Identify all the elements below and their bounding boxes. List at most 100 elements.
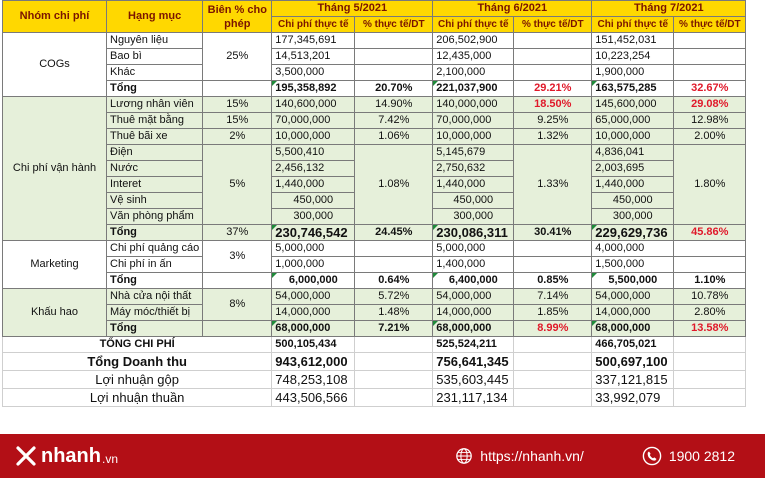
total-pct: 1.10%	[673, 272, 747, 289]
summary-value: 756,641,345	[432, 352, 515, 371]
phone-icon	[642, 446, 662, 466]
item-label: Bao bì	[105, 48, 204, 65]
value-cell: 54,000,000	[432, 288, 515, 305]
total-pct: 8.99%	[513, 320, 593, 337]
item-label: Điện	[105, 144, 204, 161]
header-actual: Chi phí thực tế	[591, 16, 675, 33]
summary-value: 525,524,211	[432, 336, 515, 353]
value-cell: 1,000,000	[271, 256, 356, 273]
summary-value: 748,253,108	[271, 370, 356, 389]
pct-cell: 2.80%	[673, 304, 747, 321]
margin-cell: 25%	[202, 32, 273, 81]
value-cell: 450,000	[432, 192, 515, 209]
value-cell: 2,003,695	[591, 160, 675, 177]
value-cell: 14,000,000	[271, 304, 356, 321]
total-value: 68,000,000	[432, 320, 515, 337]
total-value: 229,629,736	[591, 224, 675, 241]
header-pct: % thực tế/DT	[354, 16, 434, 33]
header-margin: Biên % cho phép	[202, 0, 273, 33]
value-cell: 4,000,000	[591, 240, 675, 257]
pct-cell: 5.72%	[354, 288, 434, 305]
item-label: Chi phí in ấn	[105, 256, 204, 273]
total-value: 230,086,311	[432, 224, 515, 241]
value-cell: 300,000	[432, 208, 515, 225]
summary-value: 500,697,100	[591, 352, 675, 371]
item-label: Nguyên liệu	[105, 32, 204, 49]
summary-total-cost-label: TỔNG CHI PHÍ	[1, 336, 273, 353]
total-value: 5,500,000	[591, 272, 675, 289]
header-actual: Chi phí thực tế	[432, 16, 515, 33]
total-label: Tổng	[105, 320, 204, 337]
phone-number: 1900 2812	[668, 448, 735, 464]
pct-cell: 14.90%	[354, 96, 434, 113]
value-cell: 10,223,254	[591, 48, 675, 65]
item-label: Thuê bãi xe	[105, 128, 204, 145]
value-cell: 1,900,000	[591, 64, 675, 81]
value-cell: 70,000,000	[271, 112, 356, 129]
summary-value: 466,705,021	[591, 336, 675, 353]
total-pct: 30.41%	[513, 224, 593, 241]
margin-cell: 15%	[202, 96, 273, 113]
website-link[interactable]: https://nhanh.vn/	[455, 447, 584, 465]
total-value: 6,000,000	[271, 272, 356, 289]
value-cell: 5,500,410	[271, 144, 356, 161]
total-value: 68,000,000	[271, 320, 356, 337]
item-label: Interet	[105, 176, 204, 193]
cost-table: Nhóm chi phí Hạng mục Biên % cho phép Th…	[1, 0, 747, 407]
pct-cell: 1.85%	[513, 304, 593, 321]
total-value: 6,400,000	[432, 272, 515, 289]
header-item: Hạng mục	[105, 0, 204, 33]
pct-cell: 1.48%	[354, 304, 434, 321]
total-value: 195,358,892	[271, 80, 356, 97]
group-cogs: COGs	[2, 32, 107, 97]
total-value: 68,000,000	[591, 320, 675, 337]
margin-cell: 3%	[202, 240, 273, 273]
header-pct: % thực tế/DT	[513, 16, 593, 33]
brand-logo[interactable]: nhanh .vn	[14, 444, 118, 468]
value-cell: 4,836,041	[591, 144, 675, 161]
footer-bar: nhanh .vn https://nhanh.vn/ 1900 2812	[0, 434, 765, 478]
phone-link[interactable]: 1900 2812	[642, 446, 735, 466]
item-label: Khác	[105, 64, 204, 81]
total-pct: 0.64%	[354, 272, 434, 289]
group-depreciation: Khấu hao	[2, 288, 107, 337]
total-label: Tổng	[105, 224, 204, 241]
value-cell: 10,000,000	[432, 128, 515, 145]
value-cell: 1,440,000	[591, 176, 675, 193]
value-cell: 140,000,000	[432, 96, 515, 113]
pct-cell: 18.50%	[513, 96, 593, 113]
total-value: 230,746,542	[271, 224, 356, 241]
value-cell: 5,000,000	[271, 240, 356, 257]
header-month-7: Tháng 7/2021	[591, 0, 747, 17]
value-cell: 1,440,000	[432, 176, 515, 193]
pct-cell: 9.25%	[513, 112, 593, 129]
total-pct: 45.86%	[673, 224, 747, 241]
value-cell: 5,000,000	[432, 240, 515, 257]
total-label: Tổng	[105, 272, 204, 289]
summary-revenue-label: Tổng Doanh thu	[1, 352, 273, 371]
value-cell: 151,452,031	[591, 32, 675, 49]
pct-cell: 1.32%	[513, 128, 593, 145]
header-month-5: Tháng 5/2021	[271, 0, 434, 17]
item-label: Máy móc/thiết bị	[105, 304, 204, 321]
margin-cell: 37%	[202, 224, 273, 241]
value-cell: 10,000,000	[591, 128, 675, 145]
value-cell: 65,000,000	[591, 112, 675, 129]
pct-cell: 12.98%	[673, 112, 747, 129]
summary-value: 33,992,079	[591, 388, 675, 407]
header-pct: % thực tế/DT	[673, 16, 747, 33]
value-cell: 12,435,000	[432, 48, 515, 65]
group-marketing: Marketing	[2, 240, 107, 289]
pct-cell: 1.33%	[513, 144, 593, 225]
value-cell: 1,400,000	[432, 256, 515, 273]
summary-value: 231,117,134	[432, 388, 515, 407]
value-cell: 14,000,000	[591, 304, 675, 321]
total-value: 163,575,285	[591, 80, 675, 97]
value-cell: 70,000,000	[432, 112, 515, 129]
value-cell: 145,600,000	[591, 96, 675, 113]
pct-cell: 29.08%	[673, 96, 747, 113]
header-group: Nhóm chi phí	[2, 0, 107, 33]
summary-value: 500,105,434	[271, 336, 356, 353]
value-cell: 1,500,000	[591, 256, 675, 273]
header-month-6: Tháng 6/2021	[432, 0, 593, 17]
